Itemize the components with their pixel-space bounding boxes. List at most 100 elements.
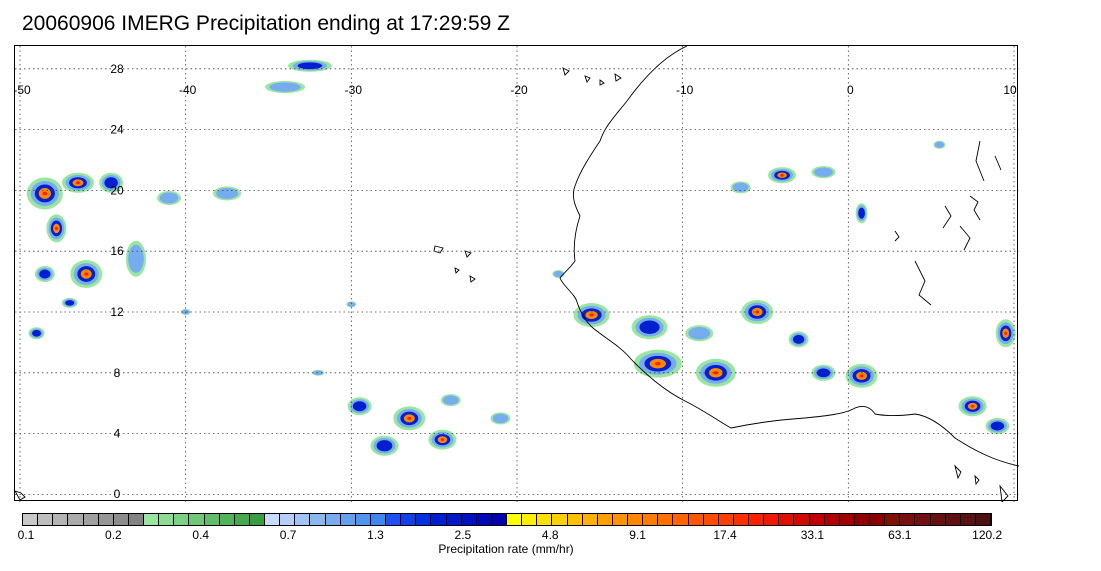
colorbar-tick-0: 0.1 (17, 528, 35, 542)
colorbar-swatch-38 (597, 514, 613, 525)
colorbar-swatch-20 (325, 514, 341, 525)
colorbar-swatch-12 (204, 514, 220, 525)
precipitation-map: -50 -40 -30 -20 -10 0 10 28 24 20 16 12 8 4 0 (14, 45, 1019, 502)
colorbar-swatch-7 (128, 514, 144, 525)
latitude-label-5: 8 (114, 366, 121, 380)
colorbar-swatch-42 (658, 514, 674, 525)
precip-cell-35-layer-1 (553, 270, 564, 278)
precip-cell-5-layer-2 (39, 269, 51, 279)
colorbar-swatch-49 (764, 514, 780, 525)
latitude-label-3: 16 (110, 244, 124, 258)
colorbar-swatch-35 (552, 514, 568, 525)
map-canvas: -50 -40 -30 -20 -10 0 10 28 24 20 16 12 8 4 0 (15, 46, 1019, 502)
colorbar-title: Precipitation rate (mm/hr) (438, 542, 574, 556)
colorbar-swatch-37 (582, 514, 598, 525)
precip-cell-24-layer-4 (755, 310, 760, 314)
colorbar-tick-10: 63.1 (888, 528, 912, 542)
colorbar-swatch-48 (749, 514, 765, 525)
colorbar-swatch-61 (945, 514, 961, 525)
precip-cell-32-layer-4 (1004, 331, 1008, 335)
precip-cell-30-layer-1 (732, 182, 749, 193)
colorbar-swatch-45 (703, 514, 719, 525)
precip-cell-29-layer-1 (814, 167, 833, 177)
precip-cell-16-layer-4 (440, 438, 445, 442)
colorbar-swatch-9 (159, 514, 175, 525)
latitude-label-7: 0 (114, 487, 121, 501)
colorbar-swatch-16 (265, 514, 281, 525)
precip-cell-9-layer-1 (159, 192, 179, 204)
lat-lon-grid (15, 46, 1019, 502)
colorbar-swatch-28 (446, 514, 462, 525)
colorbar-swatch-59 (915, 514, 931, 525)
colorbar-tick-2: 0.4 (192, 528, 210, 542)
precip-cell-22-layer-4 (713, 371, 719, 375)
colorbar-swatch-2 (53, 514, 69, 525)
precip-cell-1-layer-4 (76, 181, 80, 185)
longitude-label-6: 10 (1003, 83, 1017, 97)
precip-cell-4-layer-4 (84, 272, 89, 276)
colorbar-swatch-24 (386, 514, 402, 525)
colorbar-swatch-29 (461, 514, 477, 525)
longitude-label-4: -10 (676, 83, 694, 97)
precip-cell-20-layer-2 (639, 320, 660, 334)
colorbar-swatch-58 (900, 514, 916, 525)
colorbar-swatch-6 (113, 514, 129, 525)
coastline-sw-corner (15, 490, 26, 501)
coastline-west-africa (559, 46, 1019, 467)
colorbar-swatch-13 (219, 514, 235, 525)
longitude-label-3: -20 (510, 83, 528, 97)
coastline-gulf-guinea-islands (954, 464, 1009, 502)
colorbar-swatch-22 (355, 514, 371, 525)
precip-cell-26-layer-2 (816, 368, 831, 378)
precip-cell-31-layer-2 (858, 207, 865, 219)
colorbar-tick-1: 0.2 (105, 528, 122, 542)
colorbar-swatch-25 (401, 514, 417, 525)
colorbar-swatch-21 (340, 514, 356, 525)
colorbar-swatch-10 (174, 514, 190, 525)
precip-cell-10-layer-1 (216, 187, 239, 199)
colorbar-swatch-60 (930, 514, 946, 525)
colorbar-swatch-3 (68, 514, 84, 525)
precip-cell-3-layer-4 (54, 226, 58, 231)
colorbar-swatch-36 (567, 514, 583, 525)
colorbar-swatch-40 (628, 514, 644, 525)
latitude-label-6: 4 (114, 427, 121, 441)
colorbar-swatch-53 (824, 514, 840, 525)
colorbar-swatch-26 (416, 514, 432, 525)
colorbar-swatch-11 (189, 514, 205, 525)
precip-cell-7-layer-2 (32, 329, 42, 337)
colorbar-swatch-17 (280, 514, 296, 525)
precip-cell-0-layer-4 (42, 191, 48, 196)
colorbar-swatch-52 (809, 514, 825, 525)
colorbar-swatch-43 (673, 514, 689, 525)
colorbar-tick-3: 0.7 (279, 528, 297, 542)
precip-cell-8-layer-1 (128, 244, 144, 273)
precip-cell-39-layer-1 (934, 141, 945, 148)
precip-cell-13-layer-4 (407, 416, 412, 420)
colorbar-swatch-0 (23, 514, 39, 525)
precipitation-layer (26, 59, 1016, 456)
colorbar-tick-4: 1.3 (367, 528, 384, 542)
precip-cell-14-layer-2 (352, 401, 367, 412)
precip-cell-27-layer-4 (859, 374, 864, 378)
precip-cell-18-layer-1 (492, 413, 509, 424)
colorbar-swatch-1 (38, 514, 54, 525)
longitude-labels: -50 -40 -30 -20 -10 0 10 (15, 83, 1017, 97)
precip-cell-15-layer-2 (376, 440, 393, 452)
colorbar-swatch-32 (507, 514, 523, 525)
precip-cell-6-layer-2 (65, 300, 75, 306)
colorbar (22, 513, 992, 526)
colorbar-swatch-33 (522, 514, 538, 525)
colorbar-swatch-14 (234, 514, 250, 525)
longitude-label-1: -40 (179, 83, 197, 97)
precip-cell-12-layer-1 (269, 82, 301, 92)
precip-cell-19-layer-4 (589, 313, 594, 317)
colorbar-swatch-15 (249, 514, 265, 525)
coastline-islands (433, 245, 476, 283)
colorbar-swatch-47 (733, 514, 749, 525)
longitude-label-0: -50 (15, 83, 31, 97)
colorbar-swatch-8 (144, 514, 160, 525)
latitude-label-2: 20 (110, 183, 124, 197)
colorbar-swatch-31 (491, 514, 507, 525)
colorbar-swatch-51 (794, 514, 810, 525)
